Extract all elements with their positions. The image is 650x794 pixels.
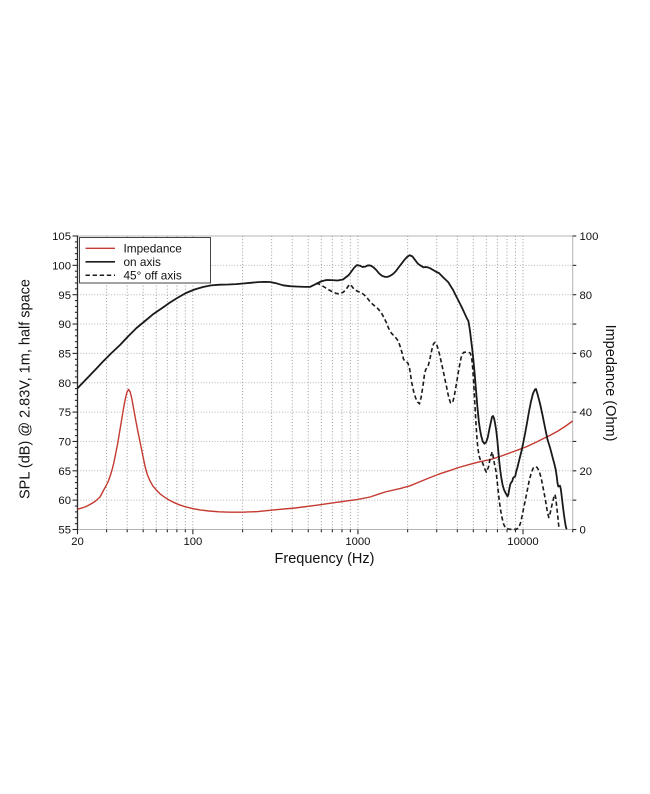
svg-text:80: 80 <box>580 290 593 302</box>
svg-text:Impedance: Impedance <box>124 242 183 256</box>
svg-text:40: 40 <box>580 407 593 419</box>
svg-text:45° off axis: 45° off axis <box>124 269 182 283</box>
svg-text:100: 100 <box>183 536 202 548</box>
svg-text:100: 100 <box>580 231 599 243</box>
svg-text:20: 20 <box>580 466 593 478</box>
svg-text:75: 75 <box>58 407 71 419</box>
svg-text:95: 95 <box>58 290 71 302</box>
svg-text:on axis: on axis <box>124 255 161 269</box>
svg-text:90: 90 <box>58 319 71 331</box>
svg-text:Impedance (Ohm): Impedance (Ohm) <box>602 325 618 442</box>
svg-text:100: 100 <box>52 260 71 272</box>
svg-text:55: 55 <box>58 525 71 537</box>
svg-text:SPL (dB) @ 2.83V, 1m, half spa: SPL (dB) @ 2.83V, 1m, half space <box>18 279 34 499</box>
svg-text:0: 0 <box>580 525 586 537</box>
svg-text:65: 65 <box>58 466 71 478</box>
svg-text:Frequency (Hz): Frequency (Hz) <box>275 551 375 567</box>
svg-text:60: 60 <box>58 495 71 507</box>
svg-text:10000: 10000 <box>507 536 538 548</box>
svg-text:105: 105 <box>52 231 71 243</box>
svg-text:1000: 1000 <box>345 536 370 548</box>
svg-text:80: 80 <box>58 378 71 390</box>
svg-text:85: 85 <box>58 348 71 360</box>
svg-text:70: 70 <box>58 436 71 448</box>
svg-text:60: 60 <box>580 348 593 360</box>
svg-text:20: 20 <box>71 536 84 548</box>
